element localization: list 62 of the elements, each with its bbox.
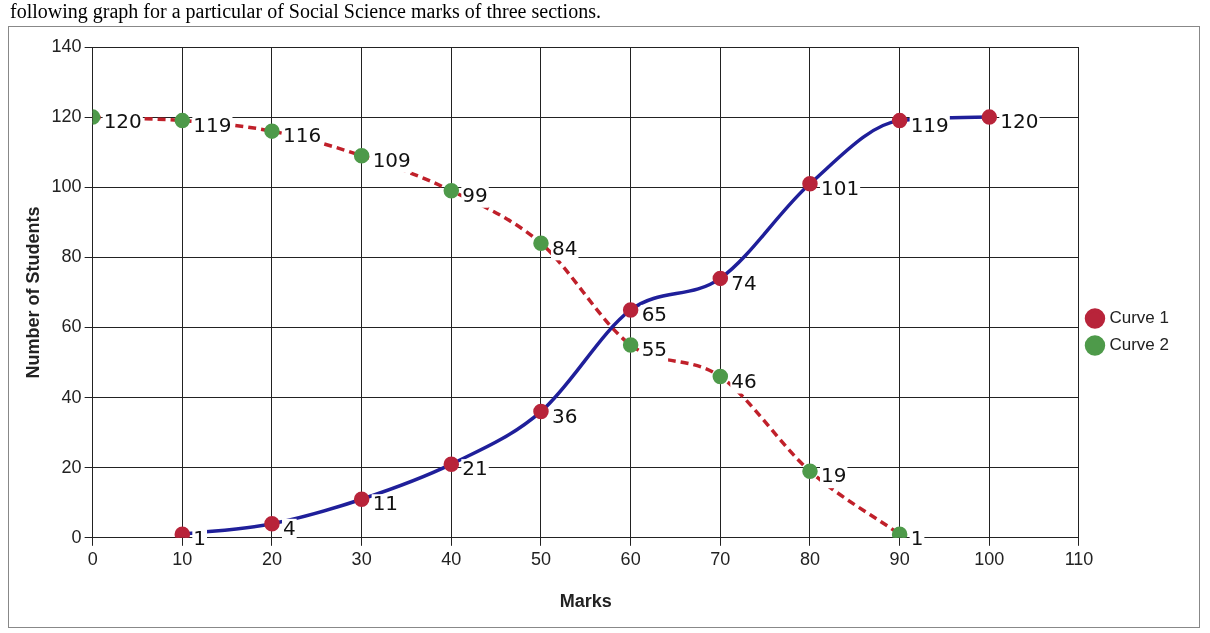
x-tick-label: 90 (889, 548, 910, 569)
point (533, 403, 549, 420)
point (353, 491, 370, 507)
data-label: 119 (193, 112, 232, 137)
y-tick-label: 140 (51, 35, 82, 56)
y-tick-label: 100 (51, 176, 82, 197)
point (712, 270, 729, 287)
y-tick-label: 120 (51, 106, 82, 127)
point (622, 337, 639, 353)
x-tick-label: 80 (799, 548, 820, 569)
point (443, 182, 460, 199)
data-label: 21 (462, 456, 488, 481)
data-label: 4 (282, 515, 296, 540)
legend-label: Curve 1 (1109, 308, 1170, 328)
point (802, 175, 818, 192)
x-tick-label: 30 (351, 548, 372, 569)
point (533, 235, 549, 252)
y-tick-label: 20 (61, 456, 82, 477)
y-tick-label: 40 (61, 386, 82, 407)
data-label: 55 (641, 337, 668, 362)
x-tick-label: 50 (530, 548, 551, 569)
data-label: 46 (731, 368, 757, 393)
x-axis-title: Marks (559, 591, 612, 612)
data-label: 116 (282, 123, 322, 148)
data-label: 101 (820, 175, 860, 200)
point (174, 112, 191, 129)
data-label: 1 (193, 526, 207, 551)
data-label: 74 (731, 270, 757, 295)
y-tick-label: 80 (61, 246, 82, 267)
data-label: 119 (910, 112, 949, 137)
data-label: 109 (372, 147, 411, 172)
x-tick-label: 60 (620, 548, 641, 569)
point (712, 368, 729, 385)
point (353, 147, 370, 164)
data-label: 120 (103, 109, 142, 134)
point (622, 302, 639, 318)
x-tick-label: 110 (1064, 548, 1094, 569)
point (443, 456, 460, 472)
legend-label: Curve 2 (1109, 335, 1170, 355)
point (891, 112, 908, 129)
text: following graph for a particular of Social Science marks of three sections. (10, 0, 601, 23)
data-label: 84 (551, 235, 578, 260)
data-label: 120 (1000, 109, 1039, 134)
data-label: 99 (462, 182, 488, 207)
point (264, 123, 280, 139)
point (802, 463, 818, 479)
x-tick-label: 0 (87, 548, 98, 569)
point (264, 516, 280, 532)
y-tick-label: 0 (71, 526, 82, 547)
data-label: 65 (641, 302, 668, 327)
data-label: 36 (551, 403, 578, 428)
y-tick-label: 60 (61, 316, 82, 337)
x-tick-label: 20 (261, 548, 282, 569)
x-tick-label: 70 (710, 548, 731, 569)
y-axis-title: Number of Students (22, 206, 43, 379)
x-tick-label: 10 (172, 548, 193, 569)
data-label: 11 (372, 491, 399, 516)
data-label: 19 (820, 463, 847, 488)
point (981, 109, 998, 125)
x-tick-label: 100 (974, 548, 1005, 569)
x-tick-label: 40 (441, 548, 462, 569)
data-label: 1 (910, 526, 924, 551)
